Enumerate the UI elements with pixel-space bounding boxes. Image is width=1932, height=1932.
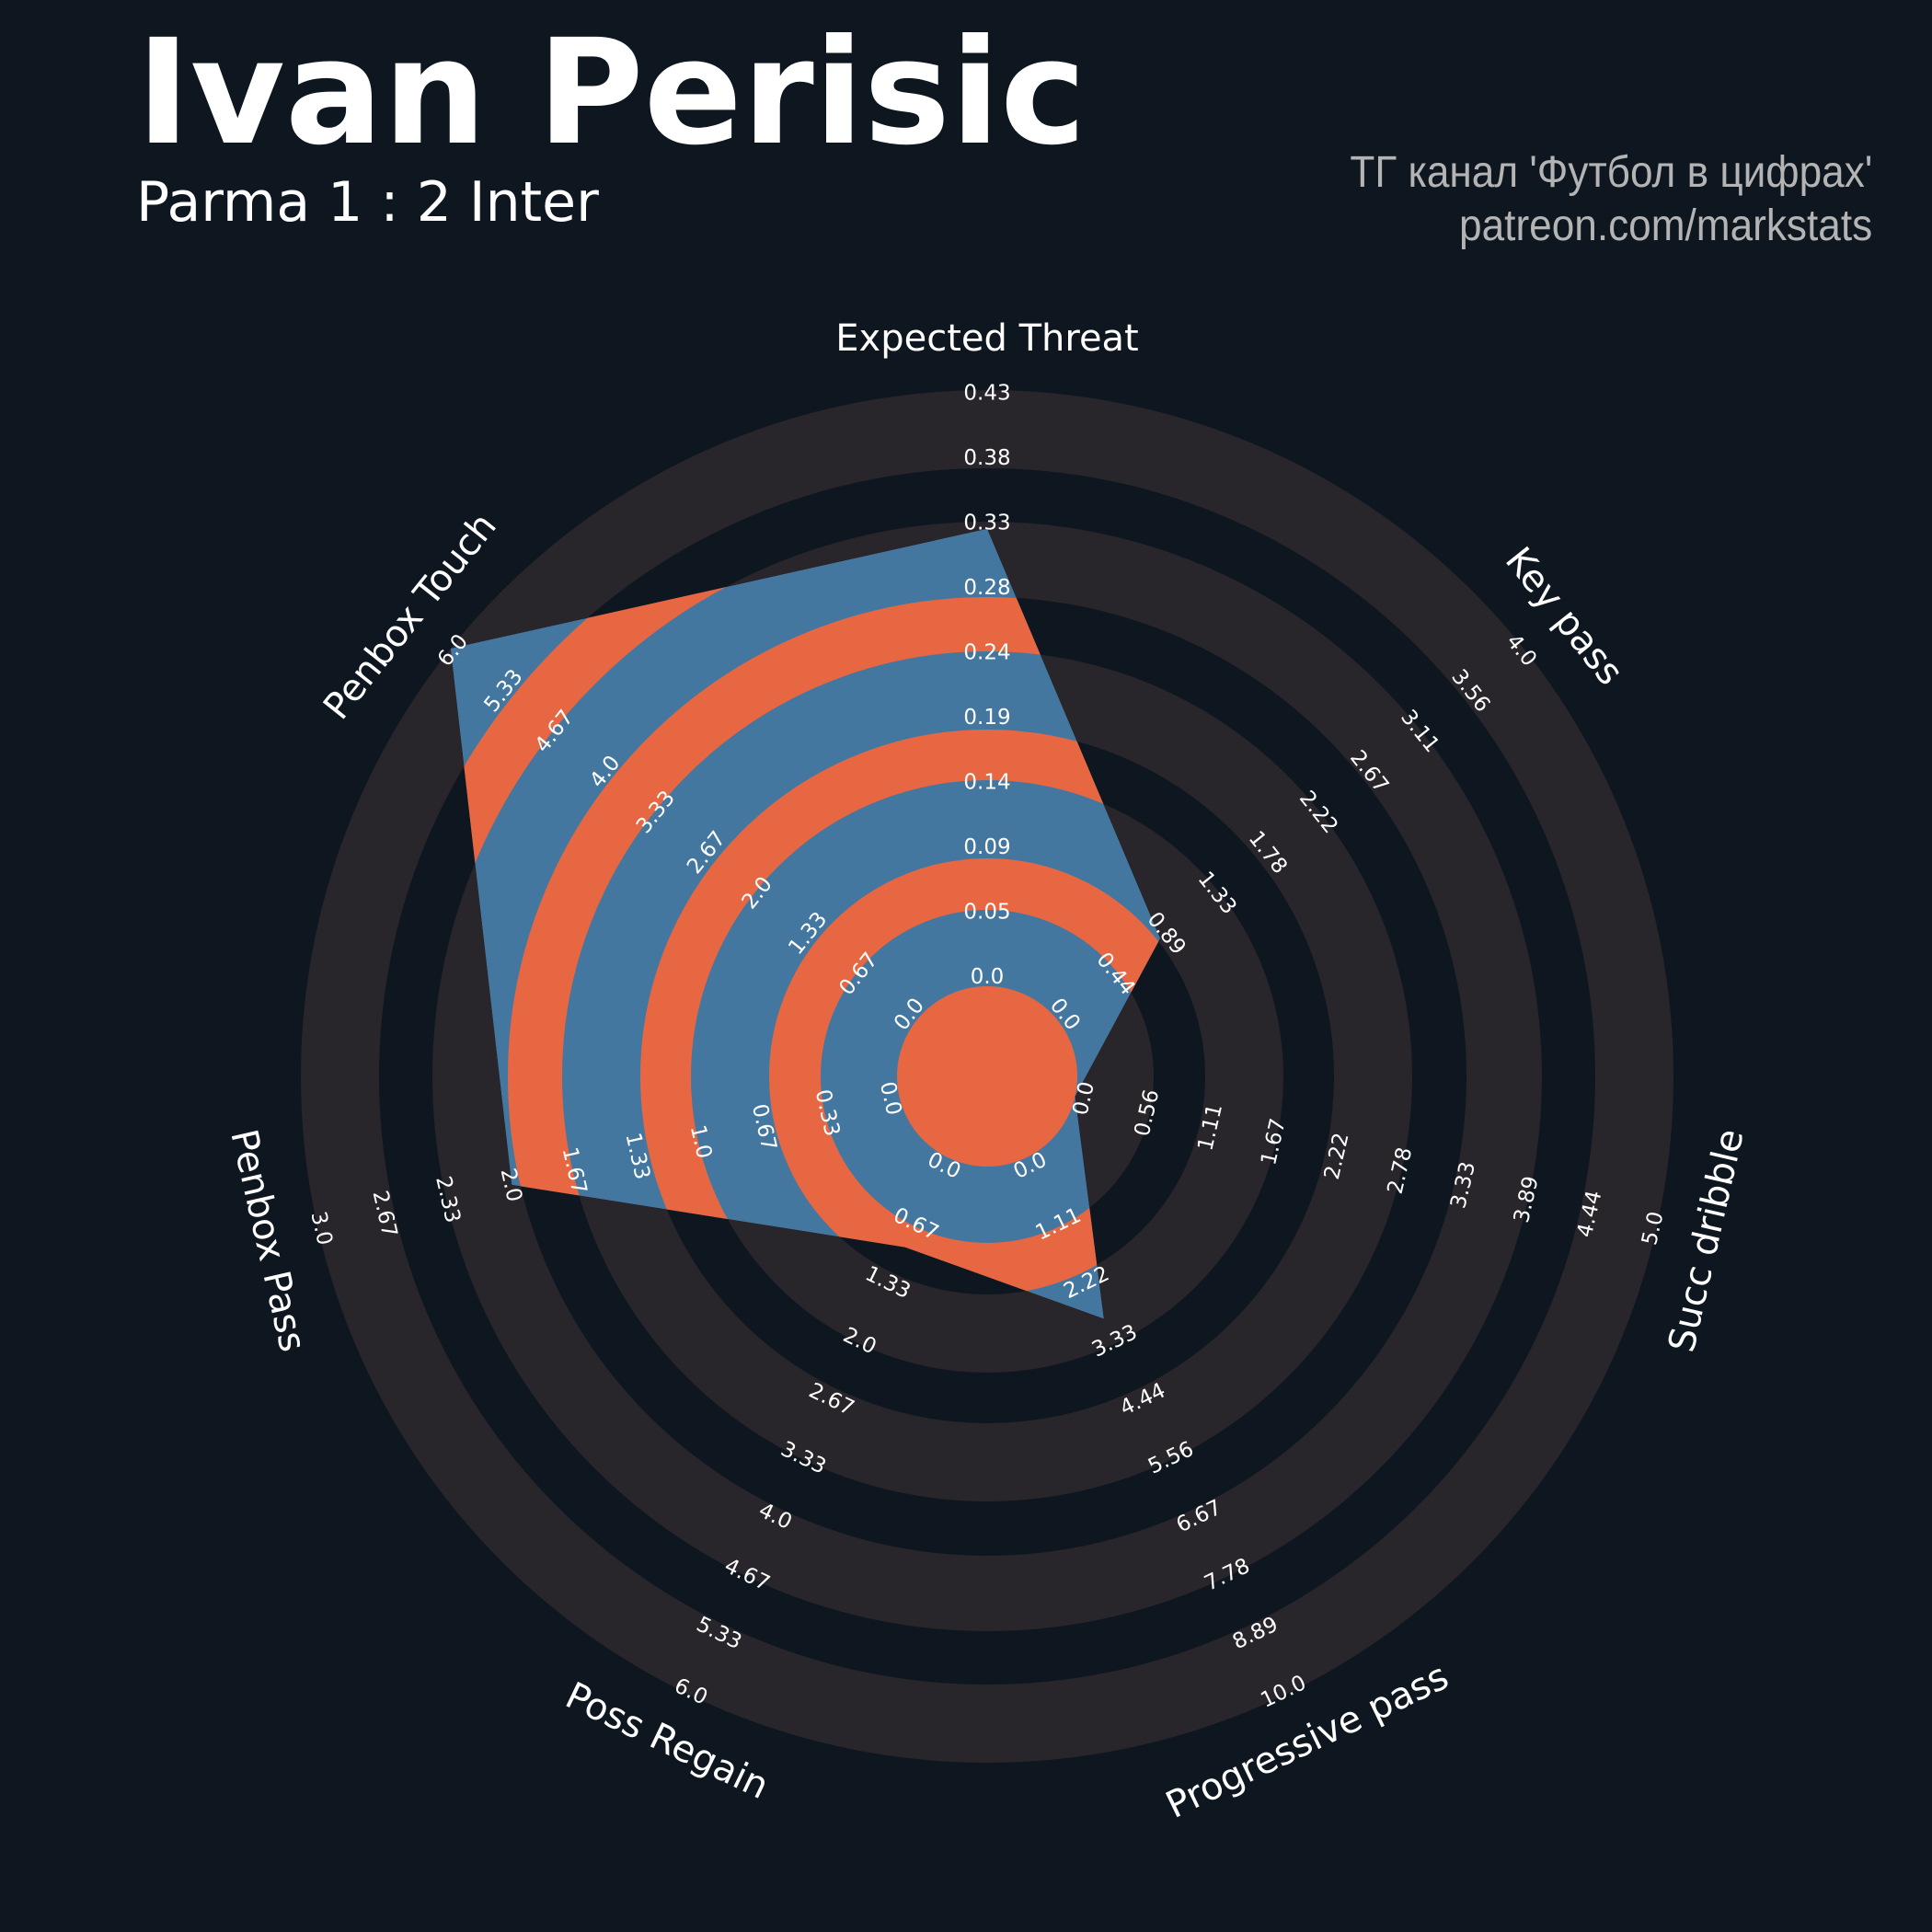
credit-channel: ТГ канал 'Футбол в цифрах' [1350, 148, 1872, 197]
tick-label: 0.05 [963, 901, 1010, 925]
param-label: Succ dribble [1661, 1125, 1753, 1356]
tick-label: 0.14 [963, 771, 1010, 795]
tick-label: 0.09 [963, 835, 1010, 859]
credit-patreon: patreon.com/markstats [1458, 201, 1872, 250]
tick-label: 0.0 [971, 965, 1005, 989]
param-label: Expected Threat [835, 317, 1139, 360]
tick-label: 0.43 [963, 382, 1010, 406]
radar-ring [640, 730, 1161, 1319]
radar-ring [769, 858, 1161, 1294]
tick-label: 0.33 [963, 512, 1010, 535]
tick-label: 0.24 [963, 641, 1010, 665]
tick-label: 0.28 [963, 576, 1010, 600]
radar-center-circle [897, 986, 1077, 1167]
player-name-title: Ivan Perisic [136, 8, 1087, 178]
match-subtitle: Parma 1 : 2 Inter [136, 170, 599, 235]
radar-ring [508, 597, 1161, 1319]
tick-label: 0.19 [963, 706, 1010, 730]
param-label: Penbox Pass [222, 1125, 314, 1355]
radar-polygon-group [450, 528, 1161, 1319]
tick-label: 0.38 [963, 446, 1010, 470]
